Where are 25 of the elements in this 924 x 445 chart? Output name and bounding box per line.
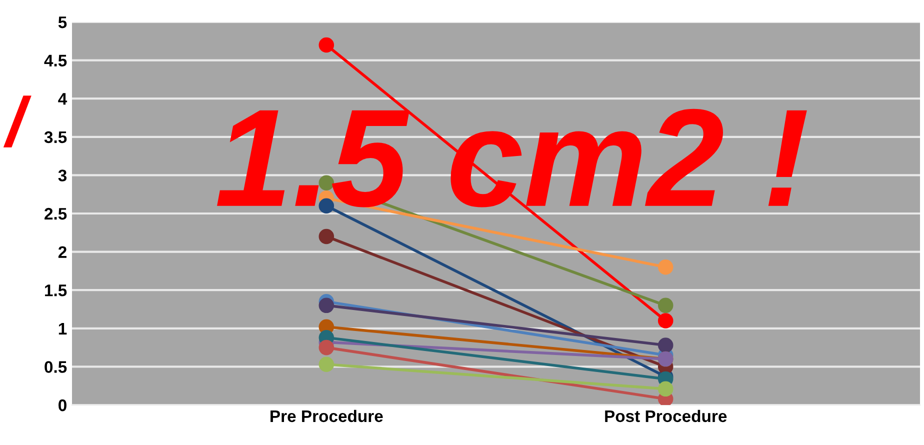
y-tick-label: 3.5 <box>44 131 67 144</box>
y-tick-label: 1.5 <box>45 284 67 296</box>
y-tick-label: 4.5 <box>44 54 67 67</box>
y-tick-label: 0.5 <box>44 361 67 373</box>
y-tick-label: 3 <box>58 170 67 182</box>
point <box>318 37 334 53</box>
point <box>318 228 334 244</box>
y-tick-label: 2 <box>58 246 66 258</box>
y-tick-label: 2.5 <box>44 208 67 220</box>
text: / <box>3 96 32 148</box>
point <box>658 381 674 397</box>
point <box>658 298 674 314</box>
point <box>658 338 674 353</box>
x-tick-label: Post Procedure <box>605 410 727 422</box>
x-tick-label: Pre Procedure <box>270 410 383 422</box>
y-tick-label: 4 <box>58 93 68 105</box>
y-tick-label: 5 <box>58 16 67 28</box>
point <box>318 356 334 372</box>
y-tick-label: 0 <box>58 399 66 412</box>
point <box>318 298 334 314</box>
annotation: 1.5 cm2 ! <box>217 108 807 208</box>
y-tick-label: 1 <box>58 322 67 334</box>
point <box>658 259 674 275</box>
point <box>318 340 334 356</box>
point <box>658 313 674 328</box>
